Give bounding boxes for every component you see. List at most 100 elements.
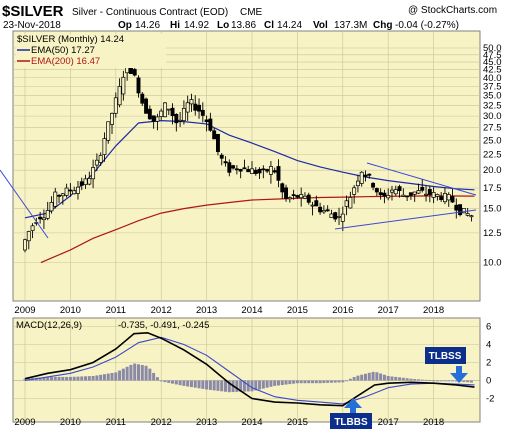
- candle-body: [76, 186, 80, 194]
- candle-body: [367, 173, 372, 176]
- candle-body: [427, 189, 432, 195]
- high-value: 14.92: [184, 20, 209, 31]
- candle-body: [132, 69, 137, 76]
- candle-body: [253, 169, 258, 174]
- candle-body: [49, 202, 54, 212]
- histogram-bar: [99, 374, 103, 381]
- candle-body: [234, 168, 239, 171]
- histogram-bar: [38, 377, 42, 381]
- candle-body: [121, 76, 126, 95]
- histogram-bar: [435, 380, 439, 382]
- candle-body: [83, 178, 88, 186]
- histogram-bar: [91, 376, 95, 381]
- candle-body: [41, 217, 46, 221]
- price-y-tick: 25.0: [483, 135, 502, 146]
- macd-y-tick: 4: [486, 340, 491, 351]
- histogram-bar: [118, 370, 122, 381]
- close-value: 14.24: [277, 20, 302, 31]
- candle-body: [469, 215, 474, 218]
- histogram-bar: [42, 377, 46, 381]
- candle-body: [79, 181, 84, 186]
- candle-body: [91, 167, 96, 180]
- close-label: Cl: [264, 20, 274, 31]
- trendline-upper: [366, 162, 477, 196]
- candle-body: [374, 188, 379, 193]
- histogram-bar: [186, 380, 190, 387]
- price-x-tick: 2010: [60, 305, 81, 316]
- candle-body: [363, 174, 368, 177]
- change-value: -0.04 (-0.27%): [395, 20, 459, 31]
- chart-description: Silver - Continuous Contract (EOD): [72, 7, 228, 18]
- histogram-bar: [246, 380, 250, 392]
- signal-line: [24, 336, 475, 405]
- candle-body: [435, 194, 440, 197]
- price-y-axis: 50.047.545.042.540.037.535.032.530.027.5…: [483, 43, 502, 269]
- histogram-bar: [390, 376, 394, 381]
- histogram-bar: [23, 378, 27, 381]
- histogram-layer: [23, 363, 473, 393]
- histogram-bar: [140, 365, 144, 381]
- candle-body: [155, 116, 160, 122]
- histogram-bar: [329, 380, 333, 383]
- price-y-tick: 32.5: [483, 100, 502, 111]
- histogram-bar: [242, 380, 246, 392]
- candle-body: [72, 190, 77, 195]
- price-y-tick: 50.0: [483, 43, 502, 54]
- tlbbs-label: TLBBS: [334, 417, 368, 428]
- histogram-bar: [68, 376, 72, 381]
- candle-body: [280, 183, 285, 193]
- histogram-bar: [129, 364, 133, 381]
- candle-body: [30, 225, 35, 231]
- histogram-bar: [303, 380, 307, 384]
- candle-body: [291, 194, 296, 196]
- candle-body: [412, 191, 417, 195]
- candle-body: [295, 195, 300, 198]
- histogram-bar: [205, 380, 209, 390]
- candle-body: [355, 180, 360, 187]
- trendline-lower: [334, 209, 477, 230]
- histogram-bar: [155, 377, 159, 381]
- candle-body: [170, 107, 175, 116]
- tlbbs-annotation: TLBBS: [330, 398, 372, 429]
- histogram-bar: [409, 378, 413, 381]
- histogram-bar: [413, 379, 417, 381]
- macd-x-tick: 2010: [60, 417, 81, 428]
- histogram-bar: [258, 380, 262, 390]
- histogram-bar: [121, 368, 125, 381]
- candle-body: [314, 200, 319, 207]
- price-x-tick: 2012: [151, 305, 172, 316]
- candle-body: [458, 204, 463, 216]
- volume-label: Vol: [313, 20, 328, 31]
- macd-x-tick: 2014: [241, 417, 262, 428]
- candle-body: [212, 130, 217, 140]
- signal-layer: [24, 336, 475, 405]
- candle-body: [397, 186, 402, 191]
- candle-body: [38, 216, 43, 220]
- histogram-bar: [171, 380, 175, 384]
- histogram-bar: [125, 366, 129, 381]
- price-x-tick: 2011: [106, 305, 126, 316]
- macd-values: -0.735, -0.491, -0.245: [118, 320, 209, 331]
- candle-body: [272, 170, 277, 173]
- candle-body: [110, 112, 114, 125]
- histogram-bar: [46, 376, 50, 381]
- candle-body: [333, 212, 338, 220]
- histogram-bar: [148, 368, 152, 381]
- price-y-tick: 42.5: [483, 65, 502, 76]
- candle-body: [60, 193, 65, 197]
- histogram-bar: [280, 380, 284, 385]
- candle-body: [200, 109, 205, 116]
- price-y-tick: 40.0: [483, 73, 502, 84]
- histogram-bar: [144, 365, 148, 381]
- candle-body: [144, 98, 149, 114]
- histogram-bar: [375, 372, 379, 381]
- histogram-bar: [197, 380, 201, 389]
- price-y-tick: 27.5: [483, 123, 502, 134]
- copyright: @ StockCharts.com: [408, 5, 497, 16]
- macd-x-tick: 2009: [14, 417, 35, 428]
- histogram-bar: [314, 380, 318, 384]
- open-label: Op: [118, 20, 132, 31]
- price-x-tick: 2014: [241, 305, 262, 316]
- histogram-bar: [250, 380, 254, 392]
- candle-body: [189, 99, 194, 105]
